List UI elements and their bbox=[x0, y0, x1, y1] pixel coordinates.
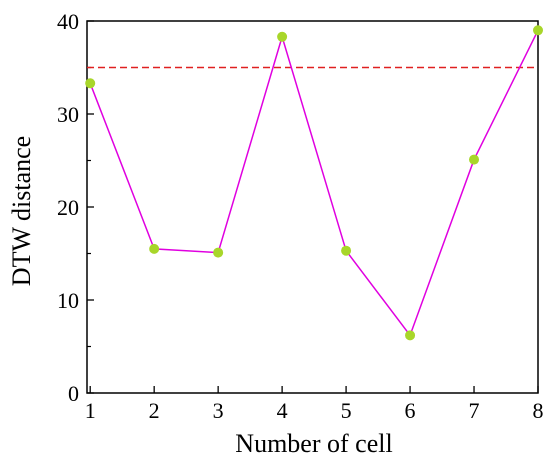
x-axis-title: Number of cell bbox=[235, 429, 392, 458]
x-tick-label: 2 bbox=[149, 398, 160, 423]
x-tick-label: 6 bbox=[405, 398, 416, 423]
data-point bbox=[405, 330, 416, 341]
data-point bbox=[533, 25, 543, 36]
plot-frame bbox=[86, 20, 539, 394]
y-tick-label: 10 bbox=[57, 288, 79, 313]
y-axis-title: DTW distance bbox=[7, 136, 36, 286]
x-tick-label: 4 bbox=[277, 398, 288, 423]
y-tick-label: 40 bbox=[57, 9, 79, 34]
plot-area: 0 10 20 30 40 1 2 3 4 5 6 7 8 bbox=[57, 9, 544, 423]
x-tick-label: 5 bbox=[341, 398, 352, 423]
data-point bbox=[213, 247, 224, 258]
y-tick-label: 20 bbox=[57, 195, 79, 220]
y-tick-label: 0 bbox=[68, 381, 79, 406]
data-point bbox=[277, 31, 288, 42]
x-tick-label: 7 bbox=[469, 398, 480, 423]
series-line bbox=[89, 29, 539, 337]
x-tick-label: 3 bbox=[213, 398, 224, 423]
x-tick-label: 1 bbox=[85, 398, 96, 423]
data-point bbox=[149, 243, 160, 254]
data-point bbox=[341, 245, 352, 256]
data-point bbox=[469, 154, 480, 165]
y-tick-label: 30 bbox=[57, 102, 79, 127]
data-point bbox=[85, 78, 96, 89]
x-tick-label: 8 bbox=[533, 398, 544, 423]
